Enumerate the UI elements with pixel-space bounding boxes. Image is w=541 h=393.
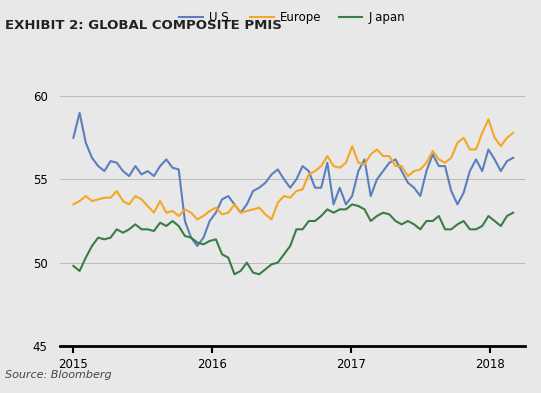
Line: U.S.: U.S. <box>74 113 513 246</box>
U.S. <box>331 202 337 207</box>
U.S. <box>138 172 145 177</box>
Europe <box>510 130 517 135</box>
Europe <box>194 217 201 222</box>
Line: J apan: J apan <box>74 204 513 274</box>
U.S. <box>361 157 368 162</box>
J apan <box>231 272 237 277</box>
Europe <box>479 130 485 135</box>
U.S. <box>485 147 492 152</box>
J apan <box>510 210 517 215</box>
U.S. <box>76 110 83 115</box>
J apan <box>132 222 138 227</box>
J apan <box>219 252 225 257</box>
Europe <box>355 160 361 165</box>
J apan <box>324 207 331 212</box>
J apan <box>361 207 368 212</box>
Text: EXHIBIT 2: GLOBAL COMPOSITE PMIS: EXHIBIT 2: GLOBAL COMPOSITE PMIS <box>5 19 282 32</box>
Europe <box>374 147 380 152</box>
J apan <box>380 210 386 215</box>
Europe <box>70 202 77 207</box>
Text: Source: Bloomberg: Source: Bloomberg <box>5 370 112 380</box>
U.S. <box>380 169 386 173</box>
U.S. <box>70 136 77 140</box>
U.S. <box>194 244 201 248</box>
J apan <box>349 202 355 207</box>
J apan <box>70 264 77 268</box>
Europe <box>132 194 138 198</box>
J apan <box>485 214 492 219</box>
Europe <box>485 117 492 122</box>
U.S. <box>231 202 237 207</box>
Europe <box>225 210 232 215</box>
Legend: U.S., Europe, J apan: U.S., Europe, J apan <box>175 7 410 29</box>
Europe <box>324 154 331 158</box>
U.S. <box>510 155 517 160</box>
Line: Europe: Europe <box>74 119 513 219</box>
